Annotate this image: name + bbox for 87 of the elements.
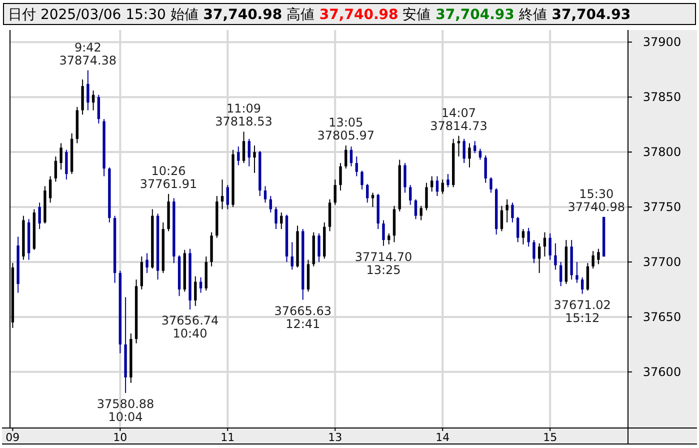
candlestick (269, 196, 272, 214)
candlestick (280, 212, 283, 230)
candlestick (468, 142, 471, 168)
candlestick (194, 276, 197, 306)
annotation: 15:30 37740.98 (568, 186, 625, 214)
annotation: 10:26 37761.91 (140, 164, 198, 191)
candlestick (414, 198, 418, 220)
annotation: 37714.70 13:25 (354, 250, 412, 277)
candlestick (554, 242, 557, 270)
candlestick (146, 252, 148, 274)
candlestick (92, 90, 95, 111)
candlestick (522, 228, 525, 245)
x-tick-label: 14 (436, 431, 450, 444)
candlestick (592, 250, 594, 270)
candlestick (318, 232, 320, 262)
annotation: 9:42 37874.38 (59, 40, 117, 68)
candlestick (274, 206, 278, 230)
candlestick (436, 176, 439, 197)
candlestick (548, 232, 552, 260)
candlestick (597, 248, 600, 265)
candlestick (360, 170, 364, 190)
candlestick (404, 162, 406, 194)
candlestick (532, 239, 536, 264)
candlestick (199, 276, 202, 294)
candlestick (516, 216, 520, 243)
y-tick-label: 37700 (642, 254, 682, 269)
y-tick-label: 37800 (642, 145, 682, 160)
candlestick (54, 156, 58, 182)
candlestick (425, 182, 428, 211)
candlestick (290, 242, 294, 270)
candlestick (430, 176, 434, 192)
y-tick-label: 37850 (642, 90, 682, 104)
x-tick-label: 15 (543, 431, 558, 444)
candlestick (264, 186, 267, 204)
x-tick-label: 09 (6, 431, 20, 444)
x-tick-label: 10 (113, 431, 128, 444)
candlestick (48, 176, 52, 204)
candlestick (559, 261, 562, 287)
candlestick (38, 202, 41, 230)
candlestick (484, 154, 487, 184)
candlestick (409, 184, 412, 206)
candlestick (237, 146, 240, 166)
annotation: 14:07 37814.73 (430, 106, 488, 133)
candlestick (580, 276, 584, 294)
candlestick (253, 144, 256, 174)
annotation: 37671.02 15:12 (554, 298, 611, 325)
candlestick (506, 198, 508, 223)
candlestick (355, 156, 358, 177)
candlestick (420, 205, 422, 221)
candlestick (334, 179, 336, 206)
y-tick-label: 37750 (642, 200, 682, 214)
candlestick (538, 242, 541, 274)
candlestick (65, 149, 68, 180)
x-tick-label: 13 (328, 431, 342, 444)
annotation: 37580.88 10:04 (96, 396, 154, 424)
candlestick (248, 138, 250, 167)
candlestick (446, 174, 450, 188)
x-tick-label: 11 (220, 431, 235, 444)
candlestick (97, 94, 100, 124)
candlestick (86, 70, 90, 111)
annotation: 37656.74 10:40 (161, 314, 219, 341)
candlestick (478, 148, 482, 160)
annotation: 37665.63 12:41 (274, 304, 332, 331)
candlestick (576, 261, 578, 284)
candlestick (366, 183, 369, 204)
candlestick (511, 202, 514, 223)
candlestick (462, 138, 466, 164)
candlestick (60, 142, 62, 170)
candlestick (242, 131, 246, 164)
candlestick (350, 146, 353, 167)
annotation: 13:05 37805.97 (317, 115, 374, 142)
annotation: 11:09 37818.53 (215, 102, 272, 129)
chart-title: 日付 2025/03/06 15:30 始値 37,740.98 高値 37,740.98 安値 37,704.93 終値 37,704.93 (8, 7, 631, 23)
candlestick (382, 220, 385, 246)
candlestick (388, 232, 390, 245)
candlestick (344, 144, 348, 170)
candlestick (586, 262, 590, 292)
candlestick (339, 162, 342, 192)
y-tick-label: 37600 (642, 364, 682, 379)
candlestick (220, 179, 224, 210)
y-tick-label: 37900 (642, 35, 682, 50)
candlestick (474, 140, 476, 154)
y-tick-label: 37650 (642, 310, 682, 324)
candlestick (500, 205, 504, 232)
candlestick (527, 227, 530, 248)
candlestick (226, 184, 229, 210)
candlestick (490, 176, 492, 194)
